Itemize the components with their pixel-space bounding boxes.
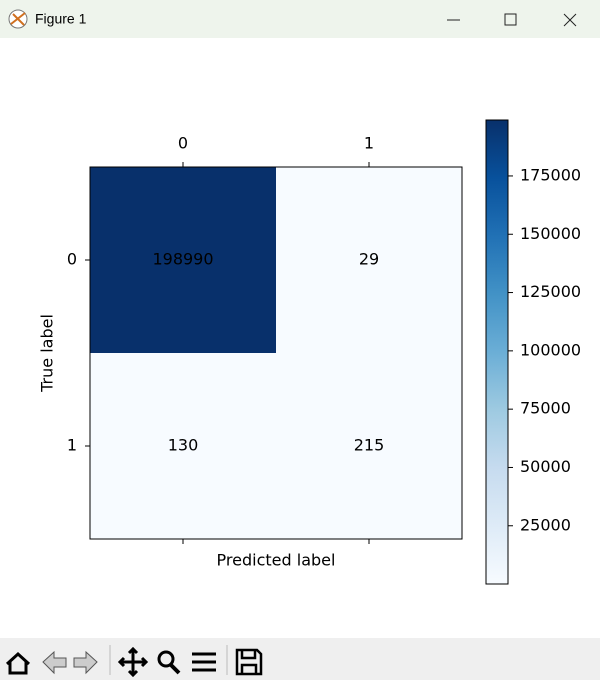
colorbar-tick-label: 50000	[520, 457, 571, 476]
y-tick-label: 1	[67, 436, 77, 455]
app-icon-mark	[10, 12, 26, 26]
colorbar-tick-label: 175000	[520, 165, 581, 184]
cell-label: 198990	[152, 250, 213, 269]
back-button[interactable]	[42, 650, 67, 675]
x-tick-label: 0	[178, 134, 188, 153]
close-button[interactable]	[563, 13, 577, 27]
cell-label: 215	[354, 436, 385, 455]
colorbar-tick-label: 100000	[520, 340, 581, 359]
save-button[interactable]	[235, 648, 263, 676]
colorbar-tick-label: 75000	[520, 399, 571, 418]
heatmap-cell	[90, 167, 276, 353]
maximize-button[interactable]	[504, 13, 517, 26]
heatmap-cell	[276, 353, 462, 539]
cell-label: 29	[359, 250, 379, 269]
heatmap-cell	[90, 353, 276, 539]
home-button[interactable]	[5, 651, 31, 675]
window-title: Figure 1	[35, 11, 87, 27]
configure-button[interactable]	[192, 652, 216, 672]
zoom-button[interactable]	[157, 650, 175, 668]
y-tick-label: 0	[67, 250, 77, 269]
heatmap-cell	[276, 167, 462, 353]
pan-button[interactable]	[117, 646, 149, 678]
toolbar	[0, 638, 600, 680]
zoom-handle	[169, 663, 181, 675]
colorbar-tick-label: 125000	[520, 282, 581, 301]
x-tick-label: 1	[364, 134, 374, 153]
colorbar-tick-label: 25000	[520, 515, 571, 534]
colorbar	[485, 119, 509, 585]
title-bar	[0, 0, 600, 38]
x-axis-label: Predicted label	[217, 551, 336, 570]
forward-button[interactable]	[73, 650, 98, 675]
plot-frame	[89, 166, 463, 540]
cell-label: 130	[168, 436, 199, 455]
colorbar-tick-label: 150000	[520, 224, 581, 243]
y-axis-label: True label	[38, 314, 57, 393]
